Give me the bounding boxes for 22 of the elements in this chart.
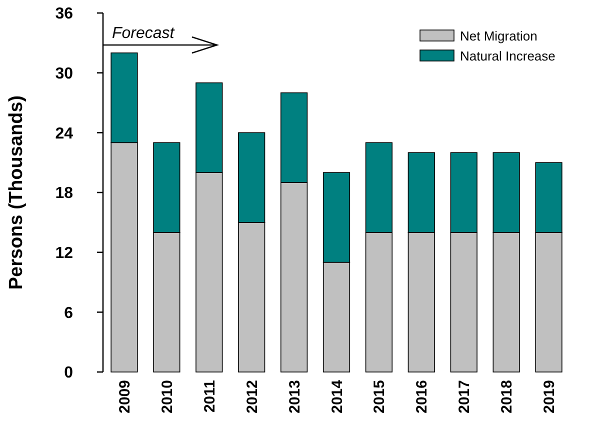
y-axis-title: Persons (Thousands) bbox=[6, 95, 27, 290]
y-tick-label: 24 bbox=[55, 125, 74, 142]
y-tick-label: 30 bbox=[55, 65, 74, 82]
x-tick-label: 2016 bbox=[414, 380, 431, 414]
x-tick-label: 2019 bbox=[541, 380, 558, 414]
x-tick-label: 2013 bbox=[286, 380, 304, 414]
y-tick-label: 0 bbox=[64, 364, 74, 382]
legend-label: Natural Increase bbox=[460, 48, 556, 64]
y-tick-label: 18 bbox=[55, 185, 74, 202]
x-tick-label: 2018 bbox=[498, 380, 516, 414]
x-tick-label: 2015 bbox=[371, 380, 388, 414]
x-tick-label: 2012 bbox=[244, 380, 261, 414]
y-tick-label: 12 bbox=[55, 244, 74, 262]
y-tick-label: 36 bbox=[55, 6, 74, 23]
legend-label: Net Migration bbox=[460, 28, 538, 44]
x-tick-label: 2011 bbox=[201, 380, 218, 413]
x-tick-label: 2014 bbox=[328, 379, 346, 414]
x-tick-label: 2010 bbox=[158, 380, 176, 414]
x-tick-label: 2017 bbox=[456, 380, 474, 414]
annotation: Forecast bbox=[112, 25, 175, 42]
y-tick-label: 6 bbox=[64, 304, 74, 322]
x-tick-label: 2009 bbox=[116, 380, 134, 414]
